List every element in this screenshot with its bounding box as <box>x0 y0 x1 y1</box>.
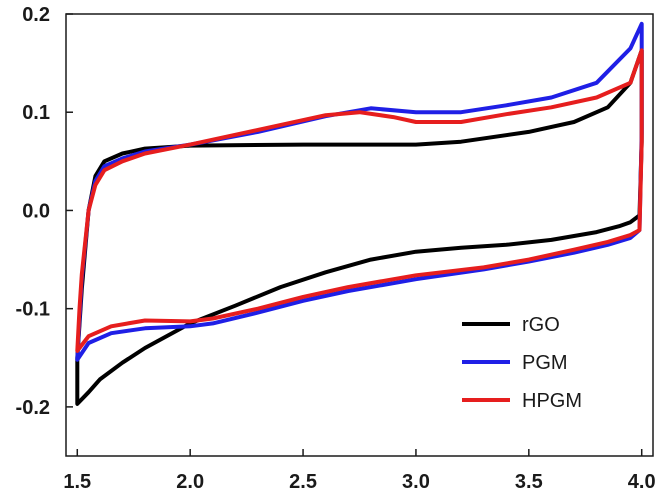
plot-frame <box>65 13 654 457</box>
x-tick-label: 4.0 <box>628 471 656 493</box>
legend-label-pgm: PGM <box>522 352 568 374</box>
legend-label-rgo: rGO <box>522 314 560 336</box>
legend-label-hpgm: HPGM <box>522 390 582 412</box>
series-layer <box>75 21 644 406</box>
y-tick-label: -0.2 <box>16 397 50 419</box>
x-tick-label: 1.5 <box>63 471 91 493</box>
legend: rGO PGM HPGM <box>462 314 582 412</box>
series-hpgm-curve <box>75 48 644 353</box>
y-tick-label: 0.2 <box>22 4 50 26</box>
y-tick-label: -0.1 <box>16 299 50 321</box>
y-axis: 0.2 0.1 0.0 -0.1 -0.2 <box>16 4 73 419</box>
series-rgo-curve <box>75 48 644 406</box>
x-tick-label: 3.5 <box>515 471 543 493</box>
x-axis: 1.5 2.0 2.5 3.0 3.5 4.0 <box>63 449 656 493</box>
x-tick-label: 2.0 <box>176 471 204 493</box>
series-pgm-curve <box>75 21 644 362</box>
x-tick-label: 2.5 <box>289 471 317 493</box>
y-tick-label: 0.1 <box>22 102 50 124</box>
y-tick-label: 0.0 <box>22 200 50 222</box>
x-tick-label: 3.0 <box>402 471 430 493</box>
